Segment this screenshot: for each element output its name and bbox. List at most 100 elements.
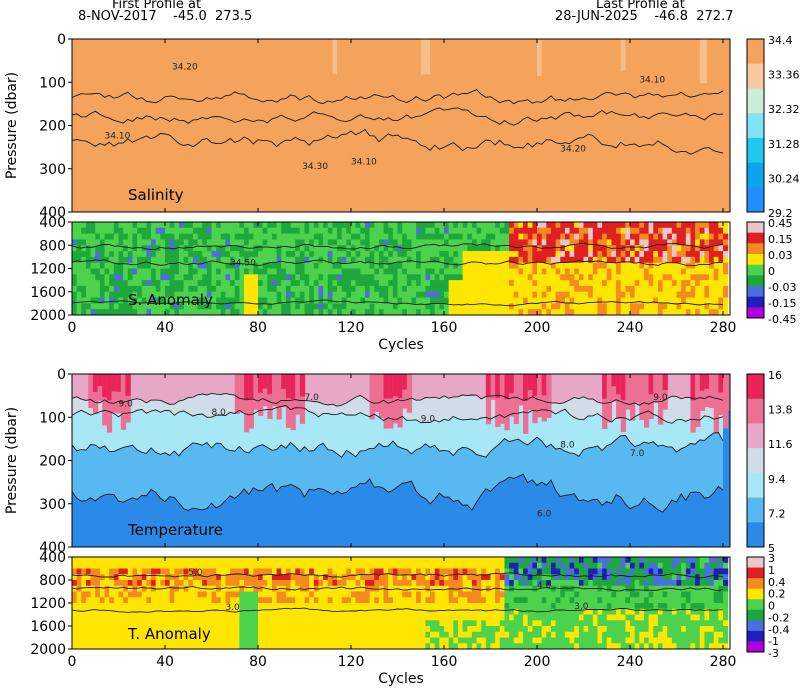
s-anomaly-cell	[467, 256, 473, 264]
s-anomaly-cell	[244, 245, 250, 252]
t-anomaly-cell	[685, 643, 692, 649]
t-anomaly-cell	[676, 608, 682, 616]
t-anomaly-cell	[723, 597, 729, 604]
s-anomaly-cell	[616, 285, 622, 293]
t-anomaly-cell	[220, 626, 227, 633]
t-anomaly-cell	[206, 580, 213, 587]
t-anomaly-cell	[192, 614, 199, 621]
t-anomaly-cell	[453, 626, 459, 633]
t-anomaly-cell	[681, 637, 687, 644]
s-anomaly-cell	[244, 291, 250, 299]
s-anomaly-cell	[211, 262, 217, 270]
t-anomaly-cell	[132, 580, 138, 587]
s-anomaly-cell	[453, 309, 459, 315]
t-anomaly-cell	[244, 597, 250, 604]
s-anomaly-cell	[499, 285, 506, 293]
t-anomaly-cell	[216, 603, 222, 610]
s-anomaly-cell	[323, 309, 329, 315]
t-anomaly-cell	[276, 614, 282, 621]
t-anomaly-cell	[374, 574, 380, 581]
s-anomaly-cell	[137, 227, 143, 235]
s-anomaly-cell	[657, 309, 664, 315]
s-anomaly-cell	[471, 303, 478, 310]
s-anomaly-cell	[225, 268, 231, 275]
s-anomaly-cell	[597, 309, 603, 315]
s-anomaly-cell	[118, 262, 124, 270]
t-anomaly-cell	[616, 608, 622, 616]
t-anomaly-cell	[165, 591, 171, 598]
s-anomaly-cell	[374, 222, 380, 229]
s-anomaly-cell	[550, 233, 557, 241]
s-anomaly-cell	[457, 268, 464, 275]
temperature-contour-label: 6.0	[537, 510, 552, 520]
s-anomaly-cell	[569, 274, 575, 281]
t-anomaly-cell	[620, 585, 626, 593]
t-anomaly-cell	[188, 614, 194, 621]
t-anomaly-cell	[95, 557, 101, 564]
t-anomaly-cell	[318, 557, 324, 564]
s-anomaly-cell	[262, 222, 268, 229]
t-anomaly-cell	[132, 614, 138, 621]
t-anomaly-cell	[299, 580, 306, 587]
s-anomaly-cell	[630, 280, 636, 287]
t-anomaly-cell	[169, 631, 175, 639]
t-anomaly-cell	[467, 643, 473, 649]
s-anomaly-cell	[504, 274, 510, 281]
t-anomaly-cell	[648, 597, 654, 604]
t-anomaly-cell	[81, 631, 87, 639]
t-anomaly-cell	[681, 631, 687, 639]
t-anomaly-cell	[351, 580, 357, 587]
s-anomaly-cell	[137, 285, 143, 293]
t-anomaly-cell	[690, 591, 696, 598]
s-anomaly-cell	[285, 227, 292, 235]
s-anomaly-cell	[462, 256, 468, 264]
s-anomaly-cell	[639, 291, 645, 299]
s-anomaly-cell	[616, 309, 622, 315]
t-anomaly-cell	[439, 631, 445, 639]
t-anomaly-cell	[453, 614, 459, 621]
t-anomaly-cell	[378, 591, 385, 598]
t-anomaly-cell	[113, 562, 120, 570]
s-anomaly-cell	[360, 309, 366, 315]
s-anomaly-cell	[411, 227, 417, 235]
t-anomaly-cell	[197, 557, 203, 564]
s-anomaly-cell	[346, 280, 352, 287]
s-anomaly-cell	[81, 256, 87, 264]
t-anomaly-cell	[718, 557, 724, 564]
s-anomaly-cell	[346, 256, 352, 264]
t-anomaly-cell	[267, 631, 273, 639]
t-anomaly-cell	[527, 597, 533, 604]
s-anomaly-cell	[416, 262, 422, 270]
temperature-colorbar-swatch	[747, 522, 764, 548]
s-anomaly-cell	[118, 227, 124, 235]
t-anomaly-cell	[625, 608, 631, 616]
s-anomaly-cell	[709, 309, 715, 315]
t-anomaly-cell	[457, 603, 464, 610]
t-anomaly-cell	[532, 557, 538, 564]
t-anomaly-cell	[448, 557, 454, 564]
s-anomaly-cell	[304, 251, 310, 258]
t-anomaly-cell	[188, 580, 194, 587]
salinity-contour	[72, 107, 724, 126]
t-anomaly-cell	[676, 580, 682, 587]
t-anomaly-cell	[248, 614, 254, 621]
s-anomaly-cell	[309, 256, 315, 264]
s-anomaly-cell	[532, 245, 538, 252]
s-anomaly-cell	[318, 291, 324, 299]
t-anomaly-cell	[434, 568, 440, 575]
s-anomaly-cell	[499, 245, 506, 252]
t-anomaly-cell	[304, 631, 310, 639]
t-anomaly-cell	[509, 631, 515, 639]
t-anomaly-cell	[518, 643, 524, 649]
t-anomaly-cell	[123, 557, 129, 564]
t-anomaly-cell	[85, 608, 92, 616]
t-anomaly-cell	[709, 597, 715, 604]
s-anomaly-cell	[537, 291, 543, 299]
s-anomaly-cell	[202, 251, 208, 258]
s-anomaly-cell	[216, 274, 222, 281]
temperature-warm-cell	[271, 374, 278, 407]
s-anomaly-cell	[657, 251, 664, 258]
t-anomaly-cell	[639, 608, 645, 616]
t-anomaly-cell	[402, 580, 408, 587]
t-anomaly-cell	[425, 568, 431, 575]
